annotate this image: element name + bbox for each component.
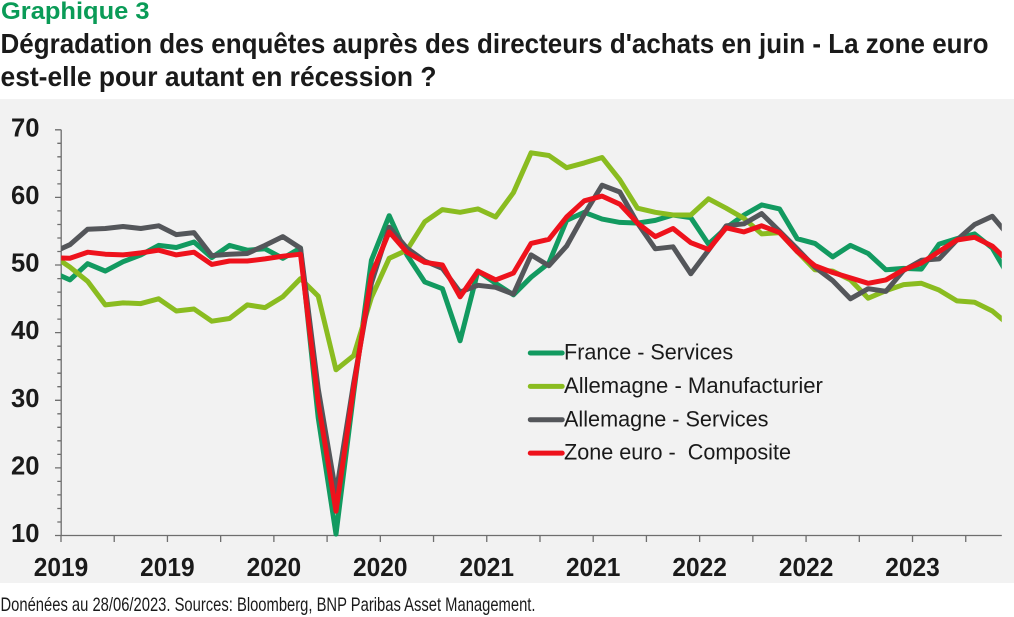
svg-text:2021: 2021: [460, 552, 515, 582]
svg-text:2023: 2023: [885, 552, 940, 582]
svg-text:30: 30: [11, 383, 40, 413]
svg-text:10: 10: [11, 518, 40, 548]
svg-text:2021: 2021: [566, 552, 621, 582]
svg-text:60: 60: [11, 180, 40, 210]
svg-text:Graphique 3: Graphique 3: [1, 0, 150, 25]
svg-text:Zone euro - Composite: Zone euro - Composite: [564, 440, 791, 465]
svg-text:2022: 2022: [672, 552, 727, 582]
svg-text:20: 20: [11, 450, 40, 480]
svg-text:50: 50: [11, 248, 40, 278]
svg-text:Allemagne - Manufacturier: Allemagne - Manufacturier: [564, 373, 823, 398]
svg-text:2020: 2020: [353, 552, 408, 582]
svg-text:70: 70: [11, 112, 40, 142]
svg-text:2020: 2020: [247, 552, 302, 582]
svg-text:est-elle pour autant en récess: est-elle pour autant en récession ?: [1, 61, 437, 92]
svg-text:France - Services: France - Services: [564, 340, 733, 365]
svg-text:2019: 2019: [34, 552, 89, 582]
svg-text:Dégradation des enquêtes auprè: Dégradation des enquêtes auprès des dire…: [1, 28, 989, 59]
svg-text:Allemagne - Services: Allemagne - Services: [564, 406, 769, 431]
svg-text:40: 40: [11, 315, 40, 345]
svg-text:Donénées au 28/06/2023. Source: Donénées au 28/06/2023. Sources: Bloombe…: [1, 594, 536, 616]
svg-text:2019: 2019: [140, 552, 195, 582]
svg-text:2022: 2022: [779, 552, 834, 582]
